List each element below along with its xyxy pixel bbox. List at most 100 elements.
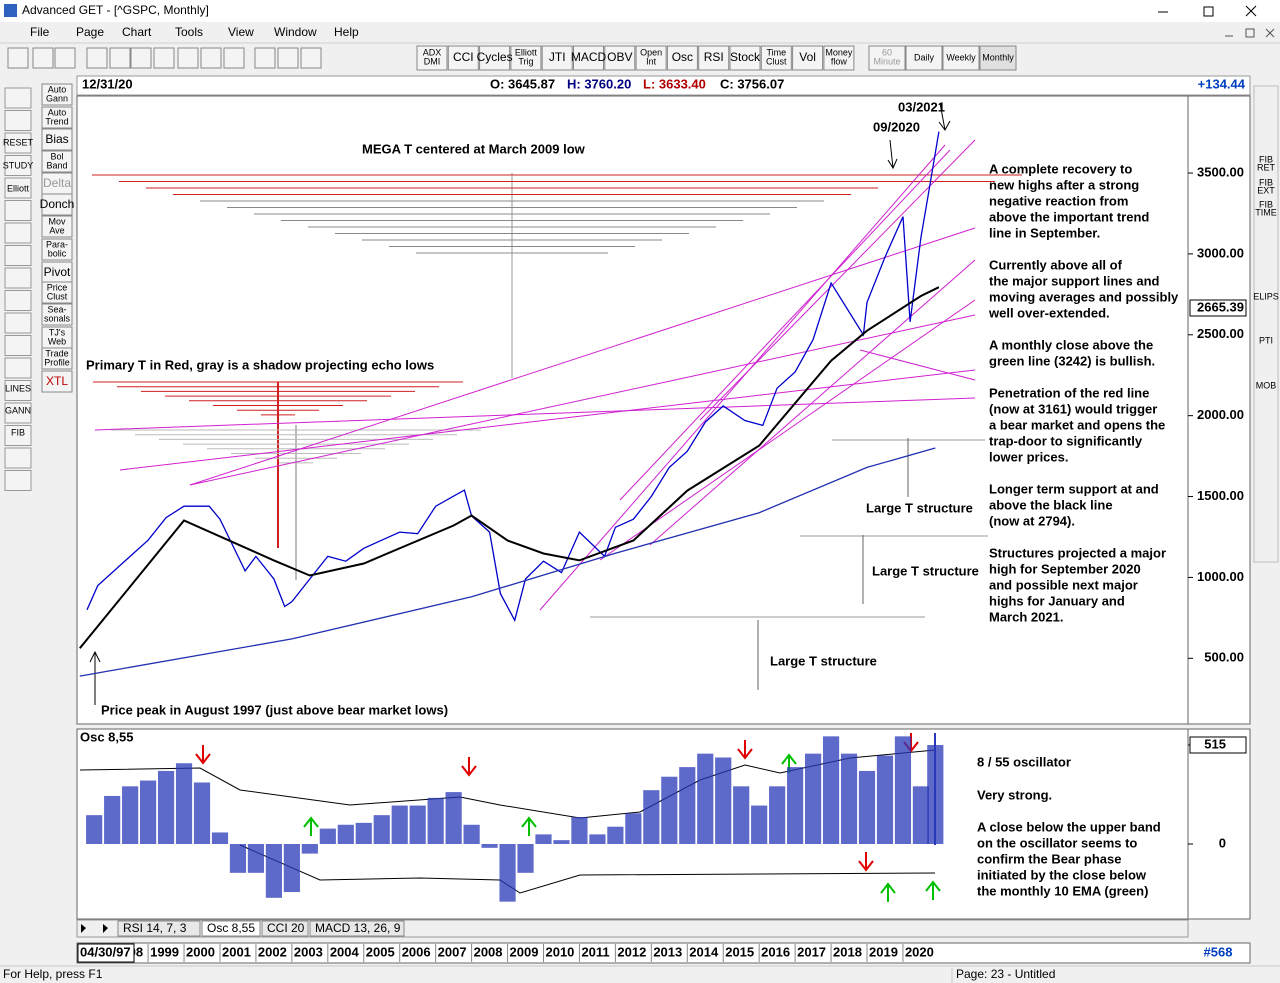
study-button[interactable] (41, 150, 73, 173)
tab[interactable] (261, 920, 309, 937)
osc-bar (229, 843, 247, 873)
tool-button[interactable] (153, 47, 175, 69)
drawing-tool[interactable] (4, 290, 32, 311)
osc-bar (499, 843, 516, 902)
drawing-tool[interactable] (4, 312, 32, 334)
indicator-button[interactable] (729, 45, 761, 71)
indicator-button[interactable] (510, 45, 542, 71)
indicator-label: MACD (571, 50, 607, 64)
osc-bar (625, 813, 642, 844)
tab[interactable] (309, 920, 405, 937)
drawing-tool[interactable] (4, 357, 32, 379)
drawing-tool[interactable] (4, 245, 32, 266)
tab[interactable] (117, 920, 201, 937)
drawing-tool[interactable] (4, 267, 32, 289)
study-button[interactable] (41, 347, 73, 370)
indicator-button[interactable] (479, 45, 511, 71)
timeframe-button[interactable] (905, 45, 943, 71)
mdi-controls[interactable] (1225, 28, 1275, 38)
study-button[interactable] (41, 83, 73, 106)
study-button[interactable] (41, 106, 73, 129)
window-title: Advanced GET - [^GSPC, Monthly] (22, 3, 209, 17)
osc-bar (589, 834, 606, 844)
tool-button[interactable] (254, 47, 276, 69)
drawing-tool[interactable] (4, 425, 32, 446)
drawing-tool[interactable] (4, 110, 32, 131)
timeframe-button[interactable] (979, 45, 1017, 71)
indicator-button[interactable] (698, 45, 730, 71)
tool-button[interactable] (200, 47, 222, 69)
indicator-button[interactable] (792, 45, 824, 71)
drawing-tool[interactable] (4, 132, 32, 154)
menu-item[interactable]: View (228, 25, 254, 39)
drawing-tool[interactable] (4, 470, 32, 491)
study-button[interactable] (41, 238, 73, 261)
tab-label[interactable]: Osc 8,55 (207, 921, 255, 935)
study-label: TJ's (49, 327, 66, 337)
indicator-button[interactable] (541, 45, 573, 71)
drawing-tool[interactable] (4, 447, 32, 469)
drawing-tool[interactable] (4, 380, 32, 401)
study-label: XTL (46, 374, 68, 388)
drawing-tool[interactable] (4, 155, 32, 176)
drawing-tool[interactable] (4, 177, 32, 199)
menu-item[interactable]: Chart (122, 25, 152, 39)
window-controls[interactable] (1158, 5, 1257, 17)
tool-button[interactable] (177, 47, 199, 69)
menu-item[interactable]: Page (76, 25, 104, 39)
osc-bar (283, 843, 300, 893)
open: O: 3645.87 (490, 76, 555, 91)
study-button[interactable] (41, 281, 73, 304)
tool-button[interactable] (223, 47, 245, 69)
osc-bar (373, 815, 390, 844)
drawing-tool[interactable] (4, 87, 32, 109)
drawing-tool[interactable] (4, 222, 32, 244)
menu-item[interactable]: File (30, 25, 50, 39)
indicator-button[interactable] (416, 45, 448, 71)
tool-button[interactable] (109, 47, 131, 69)
study-label: Pivot (44, 265, 71, 279)
drawing-tool[interactable] (4, 335, 32, 356)
tool-button[interactable] (7, 47, 29, 69)
study-button[interactable] (41, 215, 73, 238)
date-axis (76, 942, 1251, 964)
menu-item[interactable]: Help (334, 25, 359, 39)
commentary: a bear market and opens the (989, 417, 1165, 432)
indicator-button[interactable] (635, 45, 667, 71)
y-tick-label: 515 (1204, 736, 1226, 751)
indicator-button[interactable] (573, 45, 604, 71)
drawing-tool[interactable] (4, 200, 32, 221)
timeframe-button[interactable] (942, 45, 980, 71)
indicator-button[interactable] (604, 45, 636, 71)
timeframe-button[interactable] (868, 45, 906, 71)
study-button[interactable] (41, 370, 73, 393)
indicator-button[interactable] (760, 45, 792, 71)
tool-button[interactable] (277, 47, 299, 69)
indicator-button[interactable] (447, 45, 479, 71)
osc-title: Osc 8,55 (80, 729, 134, 744)
osc-bar (337, 824, 354, 844)
tool-button[interactable] (300, 47, 322, 69)
menu-item[interactable]: Window (274, 25, 317, 39)
study-button[interactable] (41, 303, 73, 326)
tool-button[interactable] (32, 47, 54, 69)
osc-bar (535, 834, 552, 844)
menu-item[interactable]: Tools (175, 25, 203, 39)
study-button[interactable] (41, 128, 73, 151)
timeframe-label: Monthly (982, 52, 1014, 62)
drawing-tool[interactable] (4, 402, 32, 424)
x-tick-label: 2000 (186, 944, 215, 959)
tab-label[interactable]: CCI 20 (267, 921, 305, 935)
tool-button[interactable] (130, 47, 152, 69)
indicator-button[interactable] (823, 45, 855, 71)
osc-bar (355, 822, 372, 844)
tab[interactable] (201, 920, 261, 937)
tab-label[interactable]: RSI 14, 7, 3 (123, 921, 187, 935)
tab-label[interactable]: MACD 13, 26, 9 (315, 921, 401, 935)
osc-bar (409, 805, 426, 844)
osc-bar (175, 763, 193, 844)
indicator-button[interactable] (666, 45, 698, 71)
study-button[interactable] (41, 193, 73, 216)
tool-button[interactable] (86, 47, 108, 69)
tool-button[interactable] (54, 47, 76, 69)
